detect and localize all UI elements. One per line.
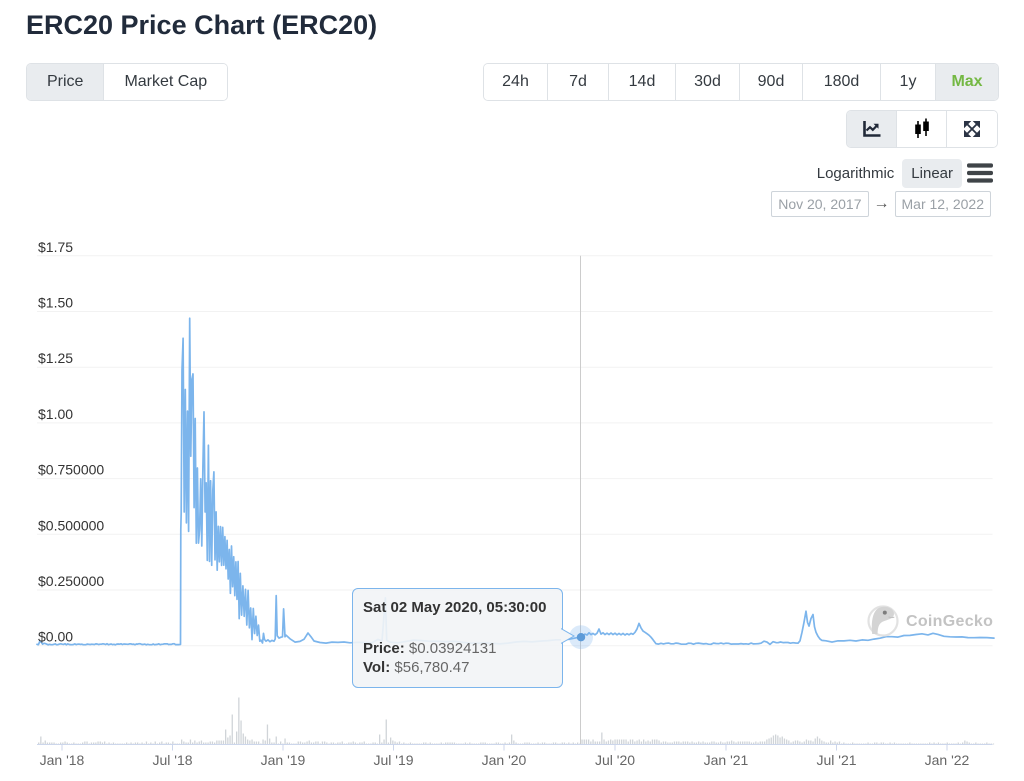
svg-text:$1.25: $1.25 [38,350,73,366]
svg-text:$0.250000: $0.250000 [38,573,104,589]
svg-text:$0.00: $0.00 [38,629,73,645]
svg-text:Jan '21: Jan '21 [704,752,749,768]
svg-text:Jan '18: Jan '18 [40,752,85,768]
svg-text:Jul '19: Jul '19 [373,752,413,768]
svg-text:Jan '22: Jan '22 [925,752,970,768]
svg-text:$1.75: $1.75 [38,239,73,255]
svg-text:$1.00: $1.00 [38,406,73,422]
svg-text:Jan '20: Jan '20 [482,752,527,768]
svg-text:CoinGecko: CoinGecko [906,613,993,630]
svg-text:Jul '20: Jul '20 [595,752,635,768]
svg-text:$0.750000: $0.750000 [38,462,104,478]
svg-text:$0.500000: $0.500000 [38,517,104,533]
svg-text:$1.50: $1.50 [38,295,73,311]
svg-text:Jul '18: Jul '18 [152,752,192,768]
svg-text:Jul '21: Jul '21 [816,752,856,768]
svg-text:Jan '19: Jan '19 [261,752,306,768]
